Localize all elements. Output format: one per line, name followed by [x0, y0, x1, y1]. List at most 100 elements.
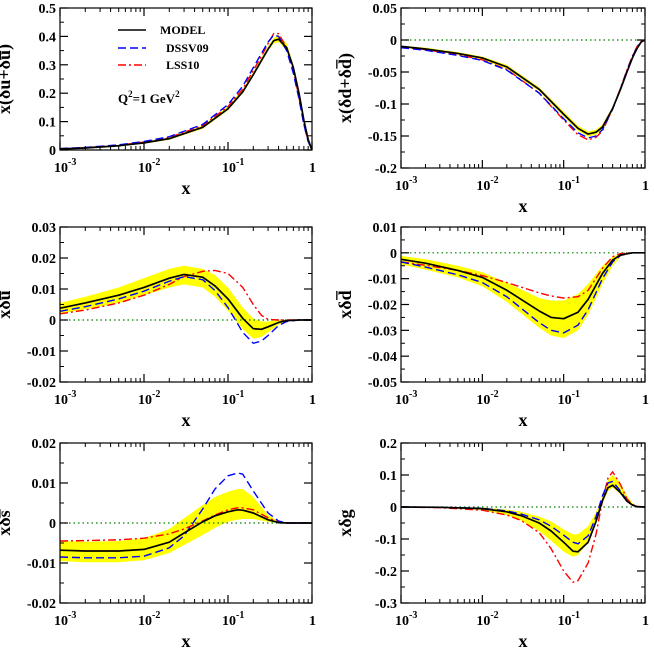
y-tick-label-top-left: 0.2 [39, 87, 57, 102]
legend-label-model: MODEL [160, 23, 205, 37]
x-tick-label-middle-left: 10-2 [138, 389, 160, 408]
y-tick-label-middle-right: 0.01 [373, 221, 398, 236]
y-tick-label-bottom-left: 0.02 [32, 437, 57, 452]
y-tick-label-top-left: 0.1 [39, 116, 57, 131]
plot-area-bottom-right [401, 471, 645, 583]
y-tick-label-middle-right: -0.04 [368, 350, 397, 365]
frame-bottom-right [400, 442, 646, 604]
series-dssv09-middle-left [60, 275, 312, 344]
panel-top-right: 10-3 10-2 10-1 1 x -0.2 -0.15 -0.1 -0.05 0 0.05 x(δ… [334, 2, 649, 216]
legend-label-lss10: LSS10 [166, 58, 199, 72]
plot-area-middle-right [401, 251, 645, 339]
y-tick-label-bottom-right: -0.1 [375, 533, 397, 548]
x-tick-label-bottom-right: 10-3 [395, 610, 417, 629]
x-tick-label-top-right: 1 [642, 179, 649, 194]
x-tick-label-middle-right: 10-2 [476, 389, 498, 408]
x-axis-title-bottom-left: x [182, 631, 191, 648]
x-tick-label-top-left: 10-3 [54, 157, 76, 176]
y-tick-label-bottom-right: 0 [390, 501, 397, 516]
y-axis-title-top-right: x(δd+δd̅) [334, 53, 356, 123]
y-axis-title-top-left: x(δu+δu̅) [0, 44, 15, 114]
series-model-top-right [401, 39, 645, 135]
y-tick-label-top-left: 0.3 [39, 59, 57, 74]
x-axis-title-middle-left: x [182, 410, 191, 430]
y-tick-label-top-right: -0.15 [368, 130, 397, 145]
x-tick-label-bottom-left: 1 [309, 614, 316, 629]
panel-top-left: 10-3 10-2 10-1 1 x 0 0.1 0.2 0.3 0.4 0.5 x(δu+δu̅) [0, 2, 316, 198]
x-tick-label-top-left: 10-2 [138, 157, 160, 176]
x-tick-label-bottom-left: 10-3 [54, 610, 76, 629]
x-tick-label-middle-right: 1 [642, 393, 649, 408]
y-tick-label-bottom-right: 0.1 [380, 469, 398, 484]
y-tick-label-top-right: 0 [390, 34, 397, 49]
legend-label-dssv09: DSSV09 [166, 41, 209, 55]
series-model-bottom-left [60, 508, 312, 552]
y-tick-label-top-right: -0.05 [368, 66, 397, 81]
y-tick-label-middle-left: -0.01 [27, 345, 56, 360]
plot-area-bottom-left [60, 472, 312, 563]
x-tick-label-top-right: 10-3 [395, 175, 417, 194]
q-value: =1 GeV [133, 91, 176, 106]
y-tick-label-bottom-right: -0.2 [375, 565, 397, 580]
y-tick-label-middle-left: -0.02 [27, 376, 56, 391]
x-tick-label-top-left: 1 [309, 161, 316, 176]
x-tick-label-bottom-right: 1 [642, 614, 649, 629]
q-superscript: 2 [128, 89, 133, 99]
y-tick-label-middle-right: -0.03 [368, 324, 397, 339]
series-dssv09-top-left [60, 34, 312, 150]
y-tick-label-top-left: 0.4 [39, 30, 57, 45]
error-band-top-right [401, 40, 645, 137]
y-tick-label-bottom-left: 0 [49, 517, 56, 532]
panel-middle-right: 10-3 10-2 10-1 1 x -0.05 -0.04 -0.03 -0.02 -0.01 0… [334, 221, 649, 430]
gev-superscript: 2 [175, 89, 180, 99]
series-lss10-top-right [401, 39, 645, 141]
plot-area-top-right [401, 39, 645, 141]
x-tick-label-middle-left: 1 [309, 393, 316, 408]
series-model-top-left [60, 38, 312, 150]
x-tick-label-top-left: 10-1 [222, 157, 244, 176]
panel-bottom-right: 10-3 10-2 10-1 1 x -0.3 -0.2 -0.1 0 0.1 0.2 xδg [335, 437, 649, 648]
y-axis-title-middle-right: xδd̅ [334, 290, 355, 318]
x-axis-title-top-left: x [182, 178, 191, 198]
y-tick-label-middle-left: 0.02 [32, 252, 57, 267]
x-axis-title-middle-right: x [519, 410, 528, 430]
panel-bottom-left: 10-3 10-2 10-1 1 x -0.02 -0.01 0 0.01 0.02 xδs̅ [0, 437, 316, 648]
y-axis-title-bottom-right: xδg [335, 509, 355, 536]
y-tick-label-top-right: -0.1 [375, 98, 397, 113]
x-tick-label-bottom-right: 10-1 [558, 610, 580, 629]
frame-top-right [400, 7, 646, 169]
error-band-top-left [60, 34, 312, 150]
y-axis-title-middle-left: xδu̅ [0, 290, 14, 318]
y-tick-label-top-left: 0.5 [39, 2, 57, 17]
y-tick-label-top-left: 0 [49, 144, 56, 159]
x-tick-label-middle-left: 10-3 [54, 389, 76, 408]
plot-area-middle-left [60, 265, 312, 344]
x-tick-label-middle-right: 10-3 [395, 389, 417, 408]
legend: MODEL DSSV09 LSS10 [118, 23, 209, 72]
q2-annotation: Q2=1 GeV2 [118, 89, 180, 106]
series-lss10-bottom-right [401, 471, 645, 583]
x-tick-label-bottom-right: 10-2 [476, 610, 498, 629]
x-tick-label-middle-left: 10-1 [222, 389, 244, 408]
series-dssv09-bottom-left [60, 472, 312, 559]
series-model-middle-left [60, 273, 312, 331]
y-tick-label-middle-left: 0.03 [32, 221, 57, 236]
panel-middle-left: 10-3 10-2 10-1 1 x -0.02 -0.01 0 0.01 0.02 0.03 xδu… [0, 221, 316, 430]
y-tick-label-middle-left: 0.01 [32, 283, 57, 298]
x-tick-label-bottom-left: 10-1 [222, 610, 244, 629]
y-tick-label-top-right: -0.2 [375, 162, 397, 177]
y-tick-label-bottom-right: -0.3 [375, 597, 397, 612]
series-dssv09-top-right [401, 39, 645, 139]
x-tick-label-middle-right: 10-1 [558, 389, 580, 408]
y-tick-label-bottom-left: -0.02 [27, 597, 56, 612]
x-tick-label-top-right: 10-1 [558, 175, 580, 194]
y-tick-label-bottom-right: 0.2 [380, 437, 398, 452]
y-tick-label-bottom-left: -0.01 [27, 557, 56, 572]
q-letter: Q [118, 91, 128, 106]
y-tick-label-middle-left: 0 [49, 314, 56, 329]
series-model-bottom-right [401, 484, 645, 553]
x-tick-label-bottom-left: 10-2 [138, 610, 160, 629]
y-tick-label-middle-right: -0.05 [368, 376, 397, 391]
series-model-middle-right [401, 251, 645, 320]
